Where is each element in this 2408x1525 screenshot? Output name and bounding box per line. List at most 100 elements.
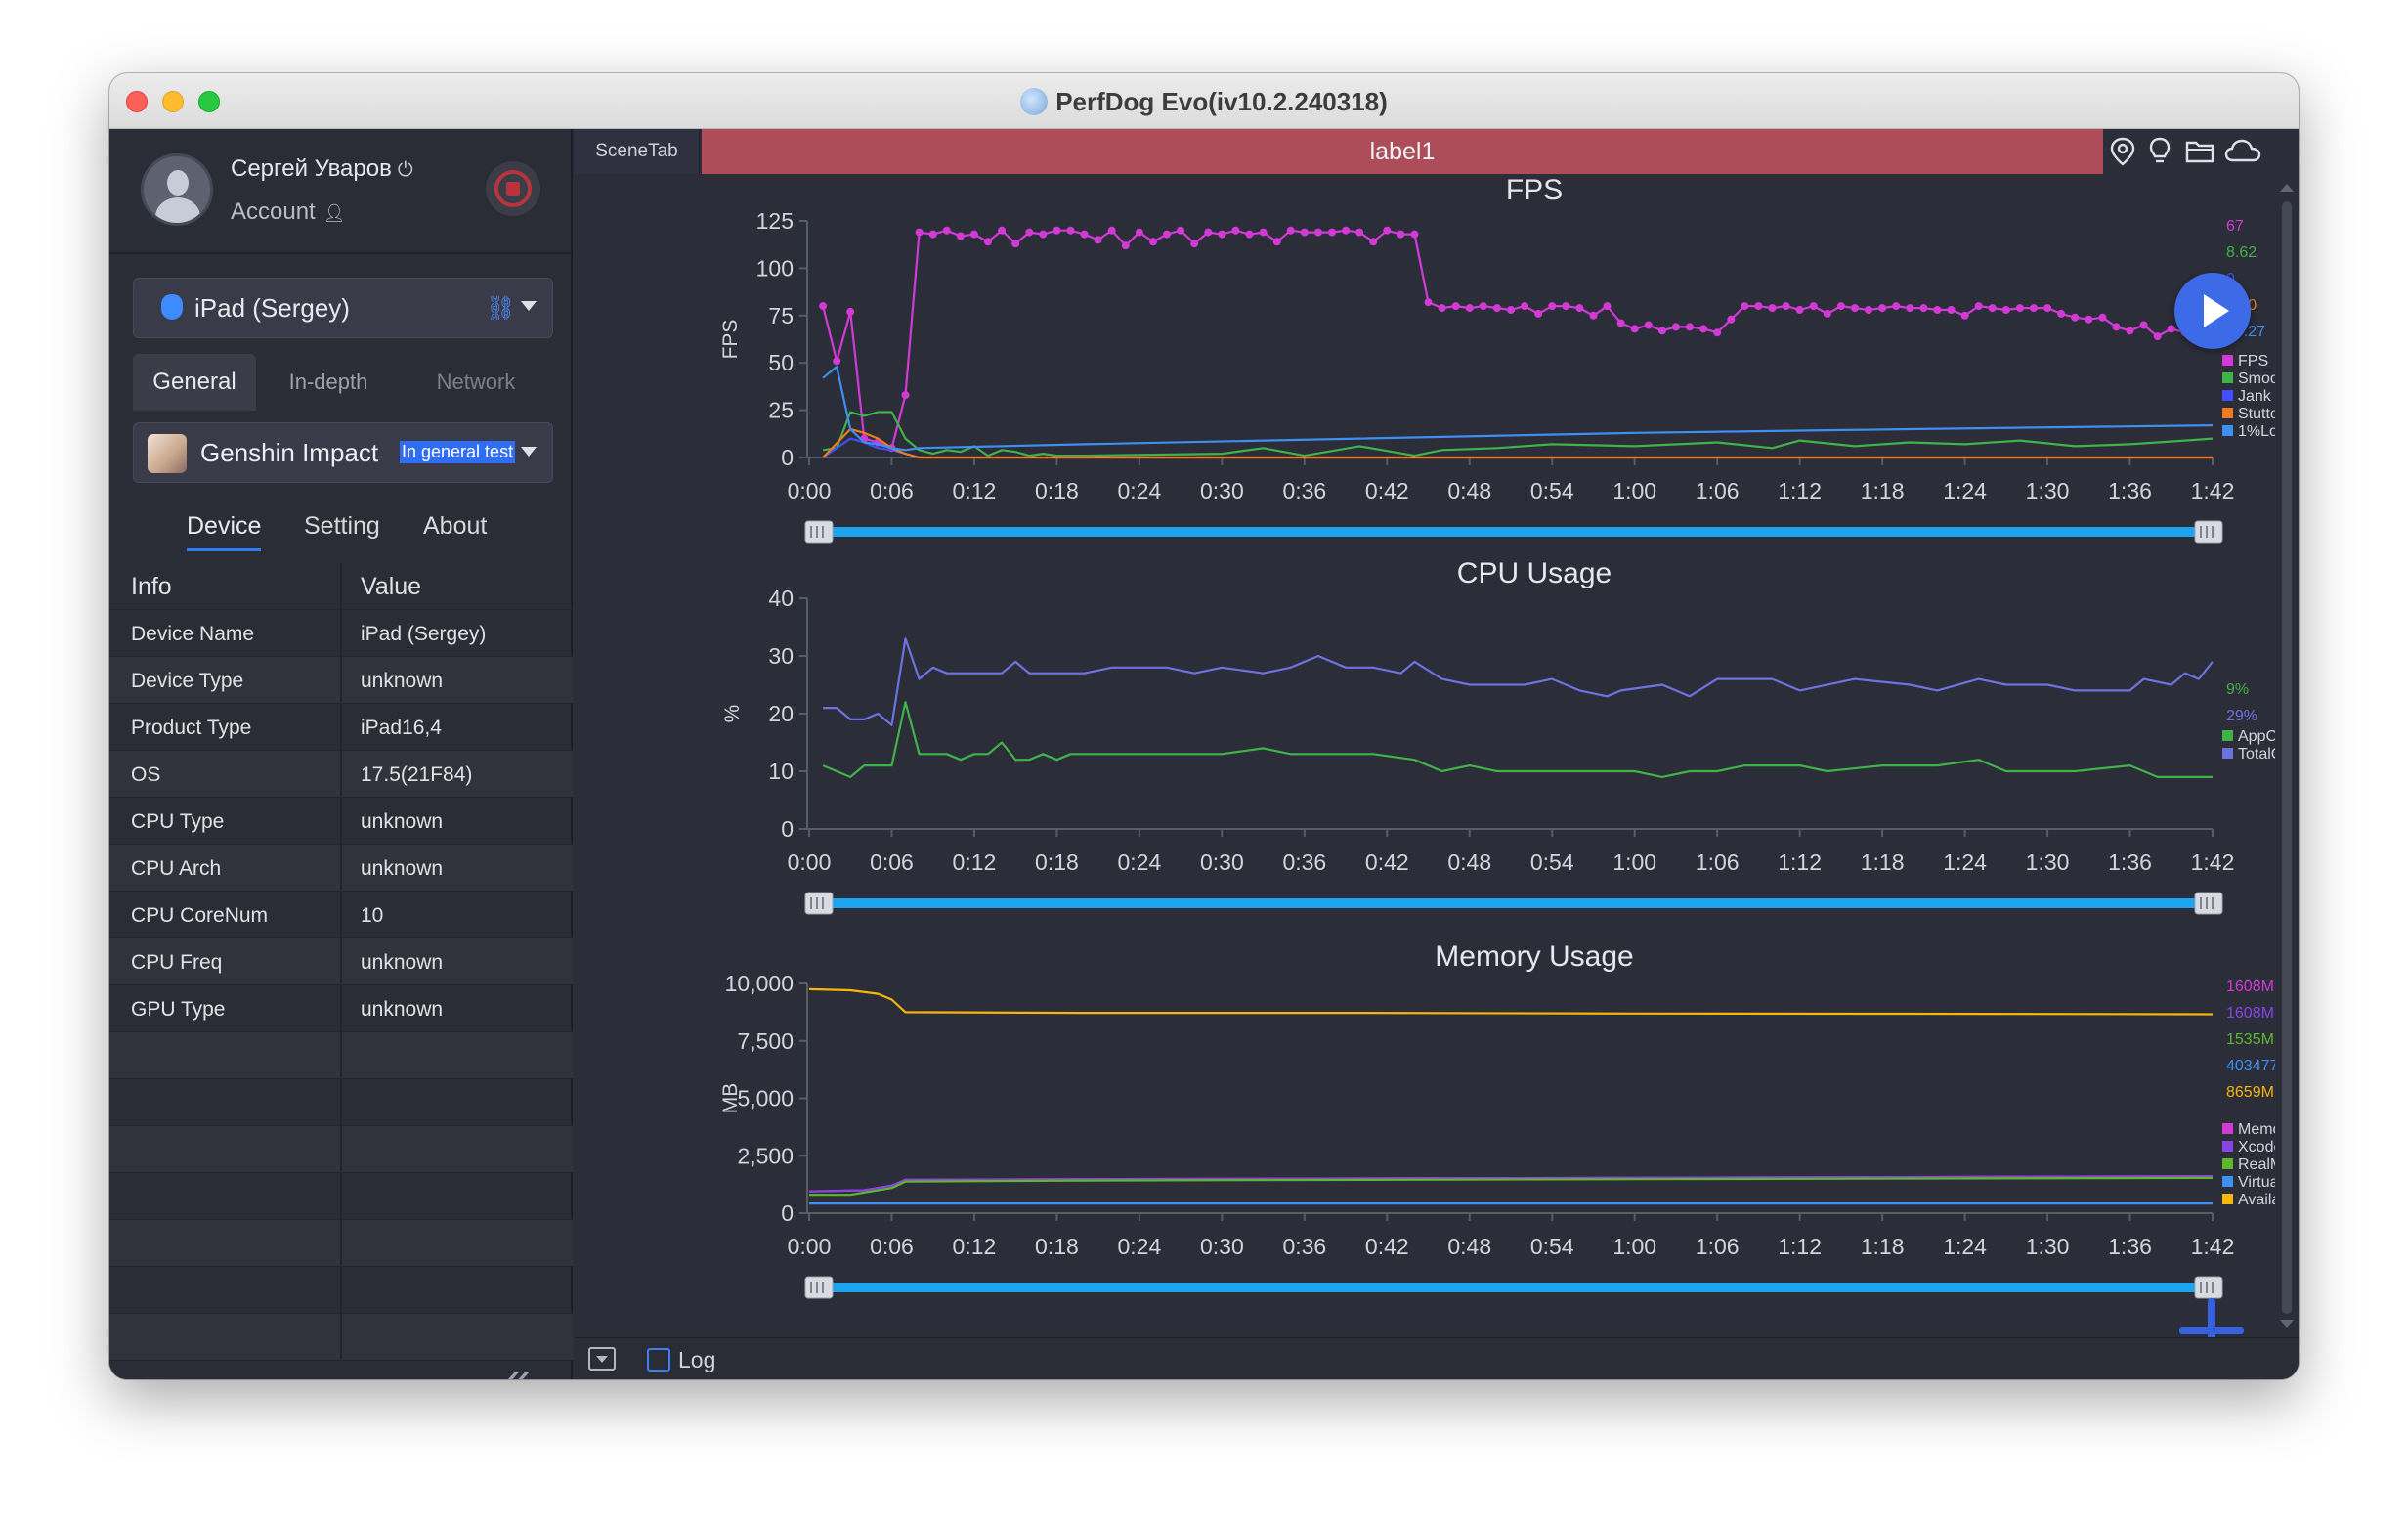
title-bar: PerfDog Evo(iv10.2.240318) [109,73,2299,129]
folder-icon[interactable] [2185,137,2214,164]
avatar[interactable] [141,153,213,226]
y-tick-label: 20 [768,701,794,726]
data-point [1245,230,1254,239]
table-row-empty [109,1267,573,1314]
data-point [1383,226,1392,235]
game-name: Genshin Impact [200,438,379,467]
data-point [901,391,910,400]
data-point [2071,313,2080,322]
cloud-icon[interactable] [2224,137,2261,164]
chevron-down-icon[interactable] [521,301,537,311]
data-point [942,226,951,235]
close-window-button[interactable] [126,91,148,112]
mode-tabs: General In-depth Network [133,354,553,411]
location-pin-icon[interactable] [2109,137,2136,166]
data-point [1053,226,1061,235]
table-row[interactable]: CPU CoreNum 10 [109,892,573,938]
table-row[interactable]: Product Type iPad16,4 [109,704,573,751]
zoom-window-button[interactable] [198,91,220,112]
legend-swatch [2222,1141,2233,1152]
log-checkbox[interactable] [647,1348,670,1372]
latest-value: 8.62 [2226,244,2257,261]
minimize-window-button[interactable] [162,91,184,112]
table-row[interactable]: GPU Type unknown [109,985,573,1032]
table-row[interactable]: OS 17.5(21F84) [109,751,573,798]
x-tick-label: 0:48 [1447,478,1491,503]
y-tick-label: 50 [768,350,794,375]
tab-network[interactable]: Network [436,370,516,394]
y-tick-label: 0 [781,816,794,842]
table-row[interactable]: CPU Type unknown [109,798,573,845]
device-selector[interactable]: iPad (Sergey) ⛓︎ [133,278,553,338]
person-settings-icon: 👤︎ [322,203,346,223]
scroll-up-icon[interactable] [2280,184,2294,192]
data-point [2112,323,2121,331]
info-value: unknown [361,810,444,833]
scroll-down-icon[interactable] [2280,1320,2294,1328]
table-row[interactable]: CPU Freq unknown [109,938,573,985]
scroll-thumb[interactable] [2282,201,2292,1314]
x-tick-label: 1:06 [1696,478,1740,503]
table-row-empty [109,1032,573,1079]
scene-tab-button[interactable]: SceneTab [575,129,700,174]
lightbulb-icon[interactable] [2148,137,2172,166]
x-tick-label: 0:30 [1200,1234,1244,1259]
tab-setting[interactable]: Setting [304,512,380,540]
legend-item: AvailableMemory [2238,1192,2275,1208]
vertical-scrollbar[interactable] [2275,174,2299,1337]
data-point [2030,304,2038,313]
data-point [1039,230,1048,239]
data-point [1286,226,1295,235]
data-point [1011,240,1020,248]
legend-swatch [2222,425,2233,436]
data-point [1410,230,1419,239]
legend-swatch [2222,390,2233,401]
data-point [1878,304,1887,313]
dropdown-toggle-icon[interactable] [588,1347,616,1371]
data-point [1424,298,1433,307]
power-icon[interactable]: ⏻ [397,159,413,181]
info-key: CPU Arch [131,857,222,880]
user-name: Сергей Уваров ⏻ [231,155,413,183]
x-tick-label: 0:54 [1530,1234,1574,1259]
x-tick-label: 1:18 [1861,850,1905,875]
table-row[interactable]: CPU Arch unknown [109,845,573,892]
data-point [1906,304,1914,313]
tab-device[interactable]: Device [187,512,262,551]
table-header: Info Value [109,563,573,610]
tab-in-depth[interactable]: In-depth [288,370,368,394]
table-row[interactable]: Device Name iPad (Sergey) [109,610,573,657]
legend-item: Smooth [2238,370,2275,387]
game-icon [148,434,187,473]
user-panel: Сергей Уваров ⏻ Account 👤︎ [109,129,573,254]
series-line-xcodememory [808,1175,2214,1193]
chevron-down-icon[interactable] [521,447,537,457]
legend-swatch [2222,408,2233,418]
data-point [1094,236,1102,244]
add-chart-button[interactable] [2179,1298,2244,1363]
account-link[interactable]: Account 👤︎ [231,198,346,226]
legend-item: VirtualMemory [2238,1174,2275,1191]
data-point [1451,302,1460,311]
series-line-appcpu [822,701,2213,779]
info-value: iPad16,4 [361,717,442,739]
tab-general[interactable]: General [133,354,256,411]
data-point [2001,306,2010,314]
x-tick-label: 0:36 [1282,850,1326,875]
play-button[interactable] [2174,273,2251,349]
link-icon[interactable]: ⛓︎ [486,295,516,322]
record-button[interactable] [483,158,543,219]
data-point [1851,304,1859,313]
x-tick-label: 0:30 [1200,850,1244,875]
collapse-sidebar-icon[interactable]: « [505,1352,530,1379]
label-bar[interactable]: label1 [702,129,2103,174]
table-row[interactable]: Device Type unknown [109,657,573,704]
test-tag: In general test [400,441,516,463]
x-tick-label: 0:00 [788,1234,832,1259]
header-value: Value [361,573,422,600]
app-selector[interactable]: Genshin Impact In general test [133,422,553,483]
data-point [1919,304,1928,313]
data-point [1492,304,1501,313]
x-tick-label: 0:48 [1447,850,1491,875]
tab-about[interactable]: About [423,512,488,540]
